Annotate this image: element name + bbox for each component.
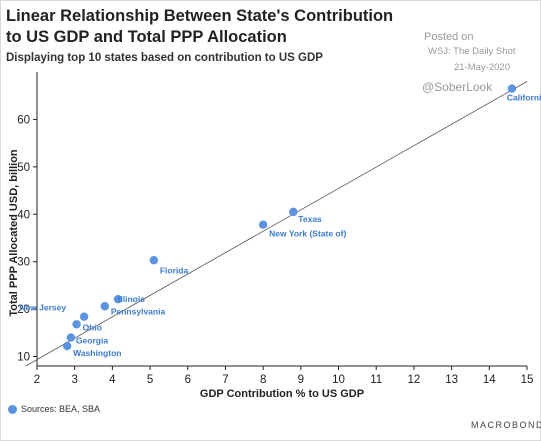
x-tick-label: 3 [71, 374, 77, 386]
chart-subtitle: Displaying top 10 states based on contri… [6, 52, 323, 64]
data-point [289, 207, 298, 217]
y-tick-labels: 10 20 30 40 50 60 [17, 114, 30, 363]
y-tick-label: 60 [17, 114, 30, 126]
x-tick-label: 9 [298, 374, 304, 386]
y-tick-label: 20 [17, 304, 30, 316]
x-tick-label: 12 [408, 374, 421, 386]
x-tick-label: 4 [109, 374, 116, 386]
x-tick-label: 10 [332, 374, 345, 386]
x-tick-label: 13 [445, 374, 458, 386]
data-points [62, 84, 517, 351]
legend-sources: Sources: BEA, SBA [8, 404, 100, 414]
data-labels: California Texas New York (State of) Florid… [19, 93, 541, 358]
brand-logo: MACROBOND [471, 420, 541, 430]
y-tick-label: 10 [17, 352, 30, 364]
data-label: Washington [73, 348, 121, 358]
legend-marker [8, 404, 17, 414]
x-tick-label: 2 [34, 374, 40, 386]
x-tick-label: 6 [185, 374, 191, 386]
posted-date: 21-May-2020 [454, 62, 510, 73]
data-point [72, 320, 81, 329]
data-label: New Jersey [19, 303, 66, 313]
data-label: California [507, 93, 541, 103]
data-point [62, 341, 72, 351]
data-label: Ohio [83, 322, 102, 332]
data-point [258, 220, 268, 229]
sources-text: Sources: BEA, SBA [21, 404, 101, 414]
chart-title: Linear Relationship Between State's Cont… [6, 7, 394, 46]
x-axis-title: GDP Contribution % to US GDP [200, 388, 364, 400]
x-tick-label: 14 [483, 374, 496, 386]
y-axis-title: Total PPP Allocated USD, billion [8, 149, 20, 317]
data-point [113, 294, 123, 304]
data-point [79, 312, 89, 321]
axes [33, 72, 528, 370]
data-point [149, 256, 159, 265]
data-label: Pennsylvania [111, 306, 166, 316]
y-tick-label: 40 [17, 209, 30, 221]
x-tick-label: 5 [147, 374, 153, 386]
x-tick-label: 8 [260, 374, 266, 386]
x-tick-label: 15 [521, 374, 534, 386]
data-point [66, 333, 76, 342]
y-tick-label: 50 [17, 162, 30, 174]
data-label: New York (State of) [269, 229, 346, 239]
trend-line [25, 81, 528, 367]
y-tick-label: 30 [17, 257, 30, 269]
posted-on-label: Posted on [424, 31, 474, 43]
posted-on-stamp: Posted on WSJ: The Daily Shot 21-May-202… [424, 30, 515, 73]
data-point [100, 302, 110, 311]
data-label: Texas [298, 214, 322, 224]
x-tick-labels: 2 3 4 5 6 7 8 9 10 11 12 13 14 15 [34, 374, 534, 386]
x-tick-label: 11 [370, 374, 382, 386]
data-label: Florida [160, 265, 189, 275]
data-point [507, 84, 517, 93]
data-label: Illinois [118, 294, 145, 304]
data-label: Georgia [76, 336, 108, 346]
posted-source: WSJ: The Daily Shot [428, 46, 516, 57]
x-tick-label: 7 [222, 374, 228, 386]
author-handle: @SoberLook [422, 80, 493, 94]
